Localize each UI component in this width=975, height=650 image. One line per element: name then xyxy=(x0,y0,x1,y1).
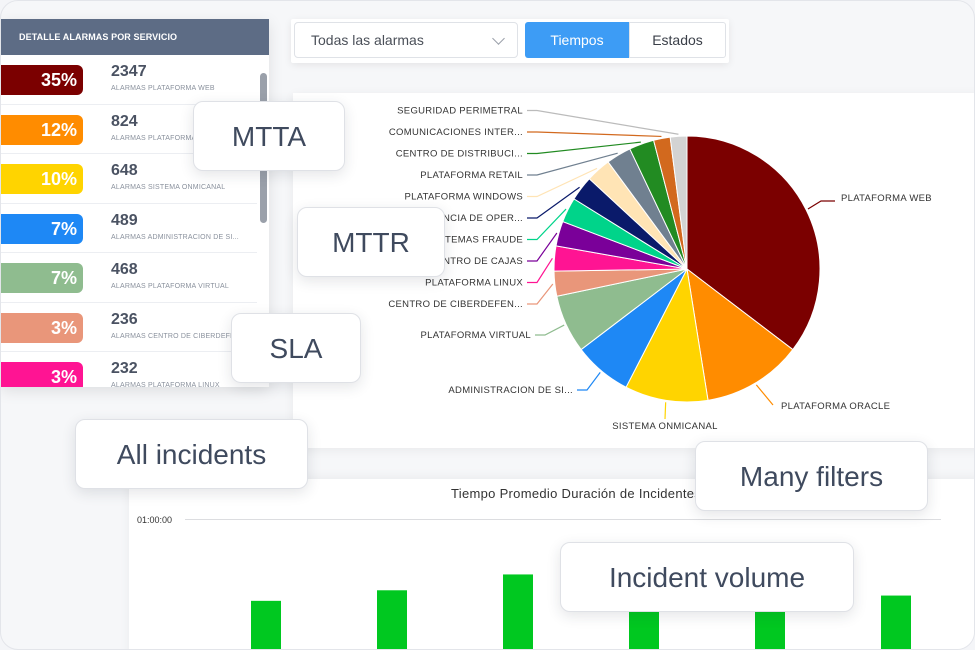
alarm-count: 489 xyxy=(111,211,138,229)
pie-slice-label: PLATAFORMA VIRTUAL xyxy=(421,330,531,341)
alarm-row[interactable]: 10% 648 ALARMAS SISTEMA ONMICANAL xyxy=(1,154,257,204)
pie-slice-label: PLATAFORMA WEB xyxy=(841,193,932,204)
chevron-down-icon xyxy=(492,32,505,45)
pie-leader-line xyxy=(755,384,774,406)
pie-slice-label: CENTRO DE CIBERDEFEN... xyxy=(388,299,523,310)
alarm-filter-select[interactable]: Todas las alarmas xyxy=(294,22,518,58)
pie-slice-label: PLATAFORMA RETAIL xyxy=(420,170,523,181)
pie-slice[interactable] xyxy=(686,267,794,401)
pie-leader-line xyxy=(527,109,679,135)
pie-leader-line xyxy=(527,186,580,219)
gridline xyxy=(185,519,941,520)
pie-leader-line xyxy=(664,402,667,420)
service-name: ALARMAS SISTEMA ONMICANAL xyxy=(111,184,226,191)
alarm-row[interactable]: 3% 232 ALARMAS PLATAFORMA LINUX xyxy=(1,352,257,387)
alarm-row[interactable]: 3% 236 ALARMAS CENTRO DE CIBERDEFE... xyxy=(1,303,257,352)
callout-incident-volume: Incident volume xyxy=(560,542,854,612)
filter-bar: Todas las alarmas Tiempos Estados xyxy=(291,19,729,63)
service-name: ALARMAS PLATAFORMA ORACLE xyxy=(111,134,229,142)
pie-slice[interactable] xyxy=(686,135,821,351)
alarm-count: 232 xyxy=(111,360,138,377)
pie-leader-line xyxy=(527,167,598,198)
callout-mtta: MTTA xyxy=(193,101,345,171)
alarm-row[interactable]: 7% 468 ALARMAS PLATAFORMA VIRTUAL xyxy=(1,253,257,303)
pie-slice-label: ADMINISTRACION DE SI... xyxy=(448,385,573,396)
service-name: ALARMAS ADMINISTRACION DE SI... xyxy=(111,233,239,241)
pie-slice-label: PLATAFORMA ORACLE xyxy=(781,401,890,412)
tab-tiempos[interactable]: Tiempos xyxy=(525,22,629,58)
alarm-row[interactable]: 7% 489 ALARMAS ADMINISTRACION DE SI... xyxy=(1,204,257,253)
pie-slice-label: PLATAFORMA WINDOWS xyxy=(404,192,523,203)
pie-leader-line xyxy=(527,131,662,138)
pie-slice-label: SISTEMA ONMICANAL xyxy=(612,421,717,432)
percent-badge: 10% xyxy=(1,164,83,194)
alarm-count: 648 xyxy=(111,162,138,179)
pie-leader-line xyxy=(527,141,641,155)
pie-slice-label: CENTRO DE CAJAS xyxy=(429,256,523,267)
callout-many-filters: Many filters xyxy=(695,441,928,511)
percent-badge: 7% xyxy=(1,213,83,244)
bar[interactable] xyxy=(251,600,281,650)
pie-leader-line xyxy=(535,324,565,336)
pie-slice-label: SISTEMAS FRAUDE xyxy=(429,235,523,246)
service-name: ALARMAS CENTRO DE CIBERDEFE... xyxy=(111,332,242,340)
bar-chart-title: Tiempo Promedio Duración de Incidentes xyxy=(451,486,702,501)
pie-slice[interactable] xyxy=(669,135,688,270)
pie-leader-line xyxy=(807,200,835,210)
alarm-count: 2347 xyxy=(111,63,147,80)
panel-title: DETALLE ALARMAS POR SERVICIO xyxy=(1,19,269,55)
pie-slice-label: SEGURIDAD PERIMETRAL xyxy=(397,106,523,117)
pie-leader-line xyxy=(527,152,618,176)
pie-leader-line xyxy=(577,372,601,391)
alarm-list: 35% 2347 ALARMAS PLATAFORMA WEB 12% 824 ALARM… xyxy=(1,55,257,387)
pie-leader-line xyxy=(527,257,553,284)
alarm-count: 236 xyxy=(111,310,138,328)
callout-sla: SLA xyxy=(231,313,361,383)
percent-badge: 12% xyxy=(1,114,83,145)
pie-leader-line xyxy=(527,208,567,241)
service-name: ALARMAS PLATAFORMA WEB xyxy=(111,85,215,92)
percent-badge: 35% xyxy=(1,65,83,95)
pie-slice-label: CENTRO DE DISTRIBUCI... xyxy=(396,149,523,160)
percent-badge: 3% xyxy=(1,312,83,343)
callout-all-incidents: All incidents xyxy=(75,419,308,489)
alarm-detail-panel: DETALLE ALARMAS POR SERVICIO 35% 2347 ALAR… xyxy=(1,19,269,387)
bar[interactable] xyxy=(377,590,407,650)
pie-slice-label: GERENCIA DE OPER... xyxy=(415,213,523,224)
service-name: ALARMAS PLATAFORMA VIRTUAL xyxy=(111,283,230,290)
pie-leader-line xyxy=(527,232,558,262)
alarm-count: 468 xyxy=(111,261,138,278)
percent-badge: 7% xyxy=(1,263,83,293)
alarm-row[interactable]: 35% 2347 ALARMAS PLATAFORMA WEB xyxy=(1,55,257,105)
bar[interactable] xyxy=(503,574,533,650)
pie-leader-line xyxy=(527,283,554,305)
pie-slice[interactable] xyxy=(625,267,709,403)
pie-chart: PLATAFORMA WEB PLATAFORMA ORACLE SISTEMA O… xyxy=(388,106,932,433)
alarm-row[interactable]: 12% 824 ALARMAS PLATAFORMA ORACLE xyxy=(1,105,257,154)
bar[interactable] xyxy=(881,595,911,650)
tab-estados[interactable]: Estados xyxy=(629,22,726,58)
select-value: Todas las alarmas xyxy=(311,32,424,48)
service-name: ALARMAS PLATAFORMA LINUX xyxy=(111,382,220,387)
pie-slice-label: PLATAFORMA LINUX xyxy=(425,278,523,289)
callout-mttr: MTTR xyxy=(297,207,445,277)
alarm-count: 824 xyxy=(111,112,138,130)
y-axis-tick: 01:00:00 xyxy=(137,515,173,525)
percent-badge: 3% xyxy=(1,362,83,387)
pie-slice-label: COMUNICACIONES INTER... xyxy=(389,127,523,138)
